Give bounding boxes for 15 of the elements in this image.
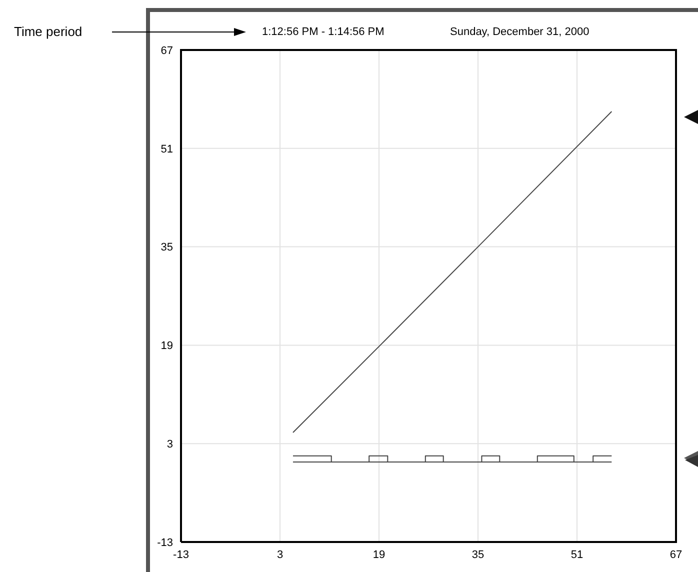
y-tick-label: 67 (160, 44, 173, 57)
text: Time period (14, 24, 82, 39)
y-tick-label: 51 (160, 143, 173, 156)
x-tick-label: 3 (276, 548, 284, 561)
chart-title: 1:12:56 PM - 1:14:56 PM (262, 26, 384, 38)
chart-subtitle: Sunday, December 31, 2000 (450, 26, 590, 38)
y-tick-label: 35 (160, 242, 173, 254)
x-tick-label: 51 (570, 548, 584, 561)
y-tick-label: 19 (160, 340, 173, 352)
x-tick-label: 35 (472, 548, 484, 561)
x-tick-label: 67 (670, 548, 682, 561)
x-tick-label: -13 (173, 548, 189, 561)
y-tick-label: 3 (166, 438, 173, 451)
y-tick-label: -13 (157, 536, 173, 549)
x-tick-label: 19 (372, 548, 386, 561)
